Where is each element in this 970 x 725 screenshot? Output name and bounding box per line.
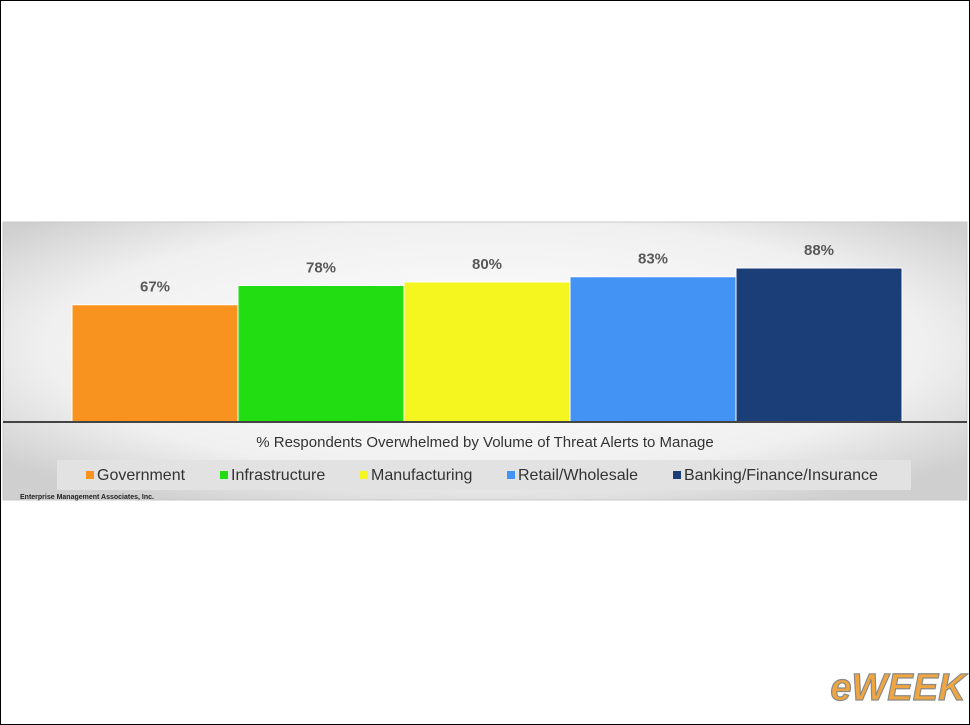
value-label: 88% — [804, 242, 834, 259]
value-label: 83% — [638, 251, 668, 268]
bar — [735, 267, 903, 423]
bar — [237, 285, 405, 423]
value-label: 78% — [306, 259, 336, 276]
legend-box — [57, 460, 911, 490]
legend-label: Retail/Wholesale — [518, 467, 638, 484]
source: Enterprise Management Associates, Inc. — [20, 494, 154, 501]
legend-swatch — [220, 471, 228, 479]
legend-label: Manufacturing — [371, 467, 472, 484]
legend-swatch — [360, 471, 368, 479]
bar — [569, 276, 737, 423]
bar — [403, 281, 571, 423]
value-label: 67% — [140, 279, 170, 296]
legend-swatch — [673, 471, 681, 479]
legend-swatch — [507, 471, 515, 479]
legend-label: Banking/Finance/Insurance — [684, 467, 878, 484]
bar — [71, 304, 239, 423]
logo: eWEEK — [830, 667, 968, 709]
category-label: % Respondents Overwhelmed by Volume of T… — [256, 434, 713, 451]
legend-label: Government — [97, 467, 186, 484]
legend-swatch — [86, 471, 94, 479]
value-label: 80% — [472, 256, 502, 273]
legend-label: Infrastructure — [231, 467, 325, 484]
